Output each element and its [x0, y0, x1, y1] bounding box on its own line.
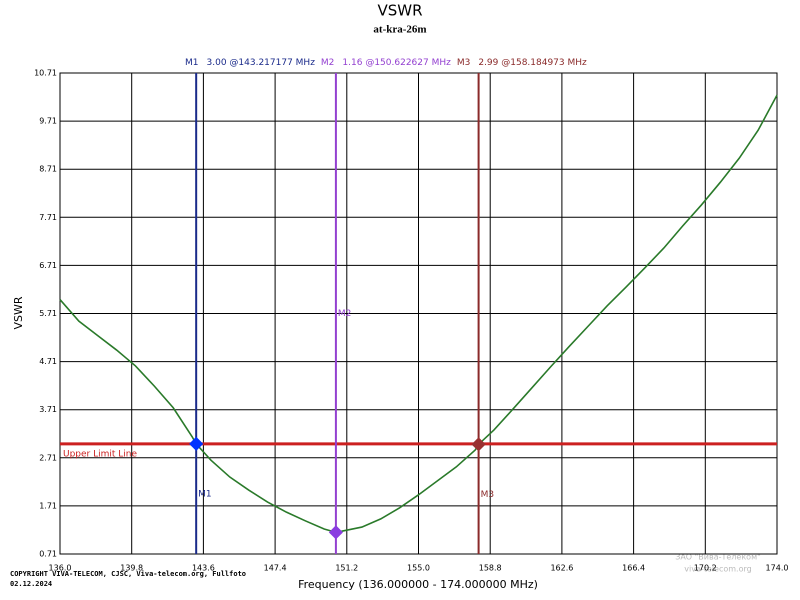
- y-tick-label: 8.71: [39, 165, 57, 174]
- y-axis-label: VSWR: [12, 296, 25, 329]
- marker-value: 2.99 @158.184973 MHz: [478, 58, 587, 68]
- x-tick-label: 162.6: [550, 564, 573, 573]
- y-tick-label: 7.71: [39, 213, 57, 222]
- marker-label: M1: [198, 489, 212, 499]
- marker-dot: [328, 525, 343, 540]
- y-tick-label: 9.71: [39, 117, 57, 126]
- marker-value: 3.00 @143.217177 MHz: [207, 58, 316, 68]
- x-tick-label: 155.0: [407, 564, 430, 573]
- x-tick-label: 147.4: [264, 564, 287, 573]
- copyright-date: 02.12.2024: [10, 580, 52, 588]
- chart-title: VSWR: [377, 2, 422, 20]
- x-tick-label: 139.8: [120, 564, 143, 573]
- marker-name: M2: [321, 58, 335, 68]
- watermark: ЗАО "Вива-Телеком": [675, 553, 761, 562]
- x-axis-label: Frequency (136.000000 - 174.000000 MHz): [298, 578, 538, 591]
- y-tick-label: 2.71: [39, 453, 57, 462]
- watermark: viva-telecom.org: [684, 565, 751, 574]
- copyright: COPYRIGHT VIVA-TELECOM, CJSC, Viva-telec…: [10, 570, 246, 578]
- y-tick-label: 10.71: [34, 69, 57, 78]
- marker-dot: [189, 436, 204, 451]
- y-tick-label: 6.71: [39, 261, 57, 270]
- x-tick-label: 170.2: [694, 564, 717, 573]
- x-tick-label: 143.6: [192, 564, 215, 573]
- y-tick-label: 0.71: [39, 550, 57, 559]
- y-tick-label: 3.71: [39, 405, 57, 414]
- y-tick-label: 1.71: [39, 501, 57, 510]
- marker-value: 1.16 @150.622627 MHz: [342, 58, 451, 68]
- x-tick-label: 166.4: [622, 564, 645, 573]
- marker-name: M3: [457, 58, 471, 68]
- x-tick-label: 151.2: [335, 564, 358, 573]
- y-tick-label: 4.71: [39, 357, 57, 366]
- plot-frame: [59, 72, 778, 555]
- x-tick-label: 174.0: [766, 564, 789, 573]
- marker-name: M1: [185, 58, 199, 68]
- marker-label: M2: [338, 309, 352, 319]
- chart-subtitle: at-kra-26m: [373, 24, 426, 36]
- limit-label: Upper Limit Line: [63, 449, 138, 459]
- vswr-line: [59, 94, 778, 534]
- x-tick-label: 136.0: [49, 564, 72, 573]
- y-tick-label: 5.71: [39, 309, 57, 318]
- marker-dot: [471, 437, 486, 452]
- marker-label: M3: [481, 490, 495, 500]
- marker-readout: M1 3.00 @143.217177 MHz M2 1.16 @150.622627…: [185, 58, 587, 68]
- x-tick-label: 158.8: [479, 564, 502, 573]
